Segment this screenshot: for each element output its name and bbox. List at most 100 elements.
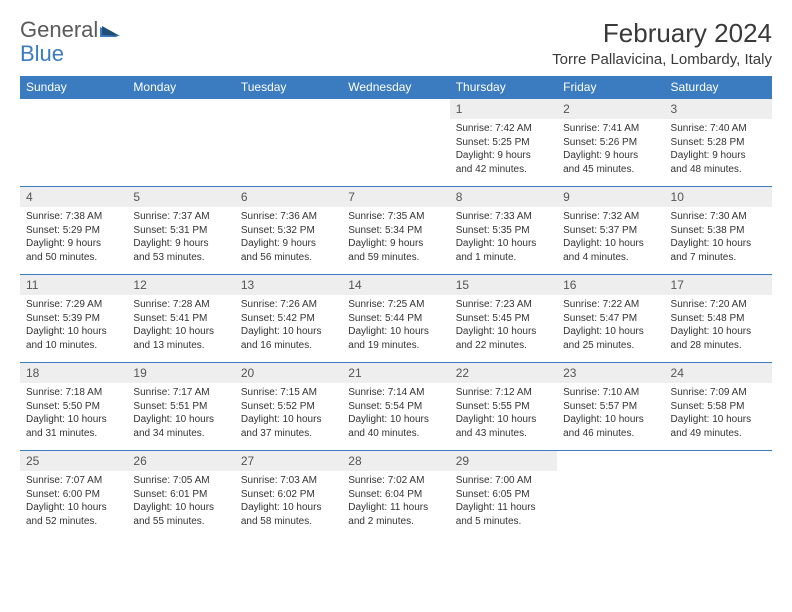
week-row: 25Sunrise: 7:07 AMSunset: 6:00 PMDayligh… <box>20 451 772 539</box>
sunset-text: Sunset: 5:51 PM <box>133 400 228 414</box>
day-number: 13 <box>235 275 342 295</box>
daylight-text-2: and 10 minutes. <box>26 339 121 353</box>
day-cell: 2Sunrise: 7:41 AMSunset: 5:26 PMDaylight… <box>557 99 664 187</box>
day-cell: 25Sunrise: 7:07 AMSunset: 6:00 PMDayligh… <box>20 451 127 539</box>
day-cell: 9Sunrise: 7:32 AMSunset: 5:37 PMDaylight… <box>557 187 664 275</box>
sunrise-text: Sunrise: 7:29 AM <box>26 298 121 312</box>
daylight-text-1: Daylight: 9 hours <box>26 237 121 251</box>
sunset-text: Sunset: 5:47 PM <box>563 312 658 326</box>
sunset-text: Sunset: 5:34 PM <box>348 224 443 238</box>
daylight-text-1: Daylight: 10 hours <box>348 325 443 339</box>
day-details: Sunrise: 7:36 AMSunset: 5:32 PMDaylight:… <box>235 207 342 268</box>
day-number: 27 <box>235 451 342 471</box>
day-details: Sunrise: 7:37 AMSunset: 5:31 PMDaylight:… <box>127 207 234 268</box>
day-number: 4 <box>20 187 127 207</box>
day-number: 17 <box>665 275 772 295</box>
day-details: Sunrise: 7:26 AMSunset: 5:42 PMDaylight:… <box>235 295 342 356</box>
sunset-text: Sunset: 5:50 PM <box>26 400 121 414</box>
day-cell <box>342 99 449 187</box>
daylight-text-1: Daylight: 10 hours <box>241 501 336 515</box>
daylight-text-2: and 5 minutes. <box>456 515 551 529</box>
daylight-text-1: Daylight: 10 hours <box>133 413 228 427</box>
sunset-text: Sunset: 5:28 PM <box>671 136 766 150</box>
day-number: 18 <box>20 363 127 383</box>
daylight-text-2: and 25 minutes. <box>563 339 658 353</box>
weekday-header: Wednesday <box>342 76 449 99</box>
title-block: February 2024 Torre Pallavicina, Lombard… <box>552 18 772 68</box>
day-cell: 29Sunrise: 7:00 AMSunset: 6:05 PMDayligh… <box>450 451 557 539</box>
day-details: Sunrise: 7:12 AMSunset: 5:55 PMDaylight:… <box>450 383 557 444</box>
daylight-text-1: Daylight: 10 hours <box>26 325 121 339</box>
sunrise-text: Sunrise: 7:41 AM <box>563 122 658 136</box>
sunset-text: Sunset: 5:32 PM <box>241 224 336 238</box>
daylight-text-2: and 42 minutes. <box>456 163 551 177</box>
daylight-text-1: Daylight: 10 hours <box>671 413 766 427</box>
day-details: Sunrise: 7:30 AMSunset: 5:38 PMDaylight:… <box>665 207 772 268</box>
sunset-text: Sunset: 5:41 PM <box>133 312 228 326</box>
day-number: 28 <box>342 451 449 471</box>
day-cell <box>235 99 342 187</box>
day-number: 10 <box>665 187 772 207</box>
daylight-text-2: and 22 minutes. <box>456 339 551 353</box>
day-details: Sunrise: 7:29 AMSunset: 5:39 PMDaylight:… <box>20 295 127 356</box>
day-cell: 8Sunrise: 7:33 AMSunset: 5:35 PMDaylight… <box>450 187 557 275</box>
day-details: Sunrise: 7:25 AMSunset: 5:44 PMDaylight:… <box>342 295 449 356</box>
sunset-text: Sunset: 5:58 PM <box>671 400 766 414</box>
sunset-text: Sunset: 5:38 PM <box>671 224 766 238</box>
sunrise-text: Sunrise: 7:14 AM <box>348 386 443 400</box>
day-cell: 14Sunrise: 7:25 AMSunset: 5:44 PMDayligh… <box>342 275 449 363</box>
day-cell <box>20 99 127 187</box>
day-number: 3 <box>665 99 772 119</box>
sunrise-text: Sunrise: 7:17 AM <box>133 386 228 400</box>
day-number: 21 <box>342 363 449 383</box>
day-cell <box>127 99 234 187</box>
daylight-text-1: Daylight: 10 hours <box>241 413 336 427</box>
day-details: Sunrise: 7:28 AMSunset: 5:41 PMDaylight:… <box>127 295 234 356</box>
day-details: Sunrise: 7:42 AMSunset: 5:25 PMDaylight:… <box>450 119 557 180</box>
page-header: General Blue February 2024 Torre Pallavi… <box>20 18 772 68</box>
daylight-text-2: and 53 minutes. <box>133 251 228 265</box>
sunset-text: Sunset: 5:55 PM <box>456 400 551 414</box>
day-cell: 23Sunrise: 7:10 AMSunset: 5:57 PMDayligh… <box>557 363 664 451</box>
day-cell: 10Sunrise: 7:30 AMSunset: 5:38 PMDayligh… <box>665 187 772 275</box>
daylight-text-2: and 1 minute. <box>456 251 551 265</box>
daylight-text-2: and 31 minutes. <box>26 427 121 441</box>
day-cell <box>557 451 664 539</box>
sunrise-text: Sunrise: 7:05 AM <box>133 474 228 488</box>
sunrise-text: Sunrise: 7:26 AM <box>241 298 336 312</box>
daylight-text-1: Daylight: 10 hours <box>671 237 766 251</box>
sunrise-text: Sunrise: 7:02 AM <box>348 474 443 488</box>
sunset-text: Sunset: 6:04 PM <box>348 488 443 502</box>
sunrise-text: Sunrise: 7:10 AM <box>563 386 658 400</box>
day-number: 26 <box>127 451 234 471</box>
weekday-header-row: Sunday Monday Tuesday Wednesday Thursday… <box>20 76 772 99</box>
day-number: 29 <box>450 451 557 471</box>
day-details: Sunrise: 7:33 AMSunset: 5:35 PMDaylight:… <box>450 207 557 268</box>
day-details: Sunrise: 7:09 AMSunset: 5:58 PMDaylight:… <box>665 383 772 444</box>
sunrise-text: Sunrise: 7:00 AM <box>456 474 551 488</box>
sunset-text: Sunset: 5:42 PM <box>241 312 336 326</box>
daylight-text-2: and 50 minutes. <box>26 251 121 265</box>
day-details: Sunrise: 7:03 AMSunset: 6:02 PMDaylight:… <box>235 471 342 532</box>
day-number: 12 <box>127 275 234 295</box>
sunset-text: Sunset: 5:25 PM <box>456 136 551 150</box>
daylight-text-2: and 28 minutes. <box>671 339 766 353</box>
day-details: Sunrise: 7:20 AMSunset: 5:48 PMDaylight:… <box>665 295 772 356</box>
sunrise-text: Sunrise: 7:23 AM <box>456 298 551 312</box>
day-cell: 11Sunrise: 7:29 AMSunset: 5:39 PMDayligh… <box>20 275 127 363</box>
sunset-text: Sunset: 5:54 PM <box>348 400 443 414</box>
day-cell <box>665 451 772 539</box>
day-cell: 1Sunrise: 7:42 AMSunset: 5:25 PMDaylight… <box>450 99 557 187</box>
day-cell: 19Sunrise: 7:17 AMSunset: 5:51 PMDayligh… <box>127 363 234 451</box>
day-number: 14 <box>342 275 449 295</box>
daylight-text-1: Daylight: 10 hours <box>563 325 658 339</box>
sunrise-text: Sunrise: 7:37 AM <box>133 210 228 224</box>
sunset-text: Sunset: 5:52 PM <box>241 400 336 414</box>
day-details: Sunrise: 7:32 AMSunset: 5:37 PMDaylight:… <box>557 207 664 268</box>
daylight-text-1: Daylight: 9 hours <box>671 149 766 163</box>
day-details: Sunrise: 7:22 AMSunset: 5:47 PMDaylight:… <box>557 295 664 356</box>
day-cell: 15Sunrise: 7:23 AMSunset: 5:45 PMDayligh… <box>450 275 557 363</box>
day-cell: 6Sunrise: 7:36 AMSunset: 5:32 PMDaylight… <box>235 187 342 275</box>
day-cell: 5Sunrise: 7:37 AMSunset: 5:31 PMDaylight… <box>127 187 234 275</box>
day-number: 25 <box>20 451 127 471</box>
